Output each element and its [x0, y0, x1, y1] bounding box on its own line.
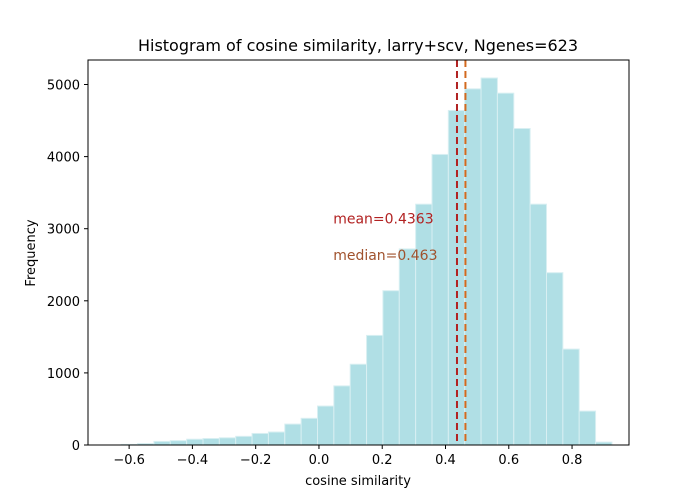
plot-frame	[87, 59, 630, 446]
histogram-bar	[562, 348, 580, 446]
histogram-bar	[431, 153, 449, 446]
histogram-bar	[480, 77, 498, 446]
median-annotation: median=0.463	[333, 248, 437, 264]
mean-annotation: mean=0.4363	[333, 212, 433, 228]
x-tick-label: 0.2	[372, 453, 393, 468]
y-tick-label: 4000	[47, 151, 80, 166]
histogram-bar	[578, 410, 597, 446]
histogram-bar	[529, 203, 547, 446]
histogram-bar	[382, 290, 400, 446]
histogram-bar	[284, 423, 302, 446]
histogram-bar	[513, 127, 531, 446]
x-tick-label: 0.8	[562, 453, 583, 468]
stat-lines	[455, 60, 467, 445]
histogram-bar	[153, 440, 171, 446]
x-axis-ticks: −0.6 −0.4 −0.2 0.0 0.2 0.4 0.6 0.8	[113, 445, 582, 468]
histogram-bar	[202, 438, 220, 446]
histogram-bar	[415, 203, 433, 446]
histogram-bar	[398, 248, 417, 446]
y-axis-ticks: 0 1000 2000 3000 4000 5000	[47, 79, 88, 454]
x-tick-label: 0.4	[435, 453, 456, 468]
y-tick-label: 3000	[47, 223, 80, 238]
histogram-bar	[496, 92, 515, 446]
x-tick-label: −0.6	[113, 453, 145, 468]
y-axis-label: Frequency	[24, 219, 39, 286]
histogram-bar	[366, 334, 384, 446]
y-tick-label: 1000	[47, 367, 80, 382]
histogram-bar	[333, 385, 351, 446]
histogram-bar	[300, 417, 318, 446]
x-tick-label: 0.6	[498, 453, 519, 468]
y-tick-label: 5000	[47, 79, 80, 94]
chart-title: Histogram of cosine similarity, larry+sc…	[138, 36, 578, 55]
y-tick-label: 2000	[47, 295, 80, 310]
histogram-bar	[251, 432, 269, 446]
histogram-bar	[218, 437, 237, 446]
histogram-bar	[186, 438, 204, 446]
histogram-bar	[267, 431, 286, 446]
x-axis-label: cosine similarity	[305, 474, 411, 489]
stat-annotations: mean=0.4363 median=0.463	[333, 212, 437, 264]
histogram-bar	[169, 440, 188, 446]
histogram-bar	[316, 405, 335, 446]
y-tick-label: 0	[72, 439, 80, 454]
histogram-bar	[464, 88, 482, 446]
x-tick-label: 0.0	[309, 453, 330, 468]
histogram-bars	[120, 77, 613, 446]
histogram-bar	[545, 272, 564, 446]
x-tick-label: −0.4	[177, 453, 209, 468]
histogram-bar	[349, 363, 368, 446]
x-tick-label: −0.2	[240, 453, 272, 468]
histogram-bar	[235, 435, 253, 446]
